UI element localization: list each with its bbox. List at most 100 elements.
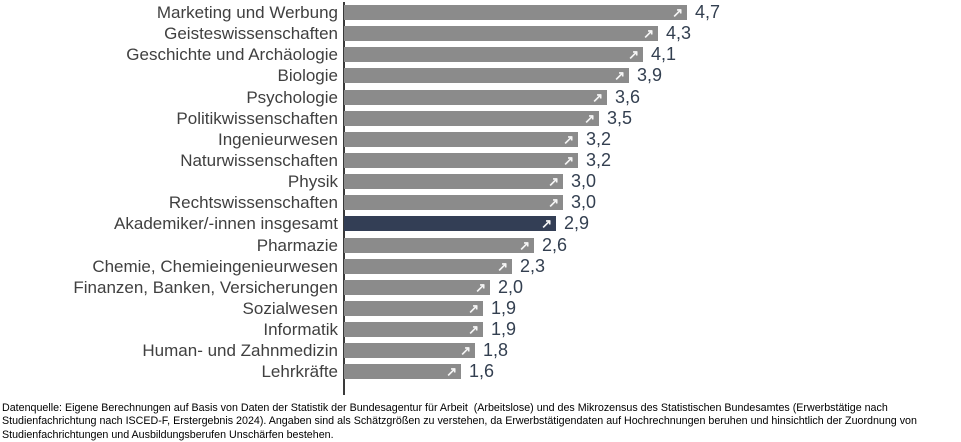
category-label: Physik — [287, 172, 338, 192]
category-label: Naturwissenschaften — [180, 151, 338, 171]
bar-row: Physik ↗ 3,0 — [0, 171, 961, 192]
bar-row: Geschichte und Archäologie ↗ 4,1 — [0, 44, 961, 65]
bar: ↗ — [344, 131, 578, 147]
bar: ↗ — [344, 301, 483, 317]
bar-row: Human- und Zahnmedizin ↗ 1,8 — [0, 340, 961, 361]
value-label: 1,9 — [491, 298, 517, 319]
value-label: 1,9 — [491, 319, 517, 340]
trend-up-icon: ↗ — [548, 174, 559, 190]
value-label: 1,6 — [469, 361, 495, 382]
bar: ↗ — [344, 5, 687, 21]
bar-row: Pharmazie ↗ 2,6 — [0, 235, 961, 256]
bar: ↗ — [344, 153, 578, 169]
bar-row: Rechtswissenschaften ↗ 3,0 — [0, 192, 961, 213]
trend-up-icon: ↗ — [584, 110, 595, 126]
trend-up-icon: ↗ — [672, 5, 683, 21]
bar: ↗ — [344, 279, 490, 295]
value-label: 2,9 — [564, 213, 590, 234]
footnote-line: Studienfachrichtung nach ISCED-F, Erster… — [2, 415, 917, 428]
bar-track: ↗ 4,3 — [344, 23, 961, 44]
bar-track: ↗ 3,9 — [344, 65, 961, 86]
bar-row: Biologie ↗ 3,9 — [0, 65, 961, 86]
category-label: Psychologie — [246, 87, 338, 107]
value-label: 1,8 — [483, 340, 509, 361]
bar-track: ↗ 2,0 — [344, 277, 961, 298]
bar-track: ↗ 1,9 — [344, 319, 961, 340]
trend-up-icon: ↗ — [548, 195, 559, 211]
category-label: Akademiker/-innen insgesamt — [114, 214, 338, 234]
category-label: Ingenieurwesen — [217, 129, 338, 149]
bar-track: ↗ 1,6 — [344, 361, 961, 382]
bar-row: Akademiker/-innen insgesamt ↗ 2,9 — [0, 213, 961, 234]
bar-track: ↗ 1,8 — [344, 340, 961, 361]
bar-row: Informatik ↗ 1,9 — [0, 319, 961, 340]
category-label: Informatik — [263, 320, 338, 340]
value-label: 3,0 — [571, 171, 597, 192]
bar-row: Naturwissenschaften ↗ 3,2 — [0, 150, 961, 171]
trend-up-icon: ↗ — [628, 47, 639, 63]
trend-up-icon: ↗ — [592, 89, 603, 105]
value-label: 4,1 — [651, 44, 677, 65]
category-label: Rechtswissenschaften — [168, 193, 338, 213]
value-label: 4,7 — [695, 2, 721, 23]
bar-track: ↗ 3,6 — [344, 87, 961, 108]
trend-up-icon: ↗ — [563, 153, 574, 169]
category-label: Pharmazie — [256, 235, 338, 255]
value-label: 3,6 — [615, 86, 641, 107]
bar-row: Psychologie ↗ 3,6 — [0, 87, 961, 108]
trend-up-icon: ↗ — [563, 131, 574, 147]
bar-row: Sozialwesen ↗ 1,9 — [0, 298, 961, 319]
category-label: Chemie, Chemieingenieurwesen — [92, 256, 338, 276]
bar-row: Lehrkräfte ↗ 1,6 — [0, 361, 961, 382]
value-label: 2,0 — [498, 276, 524, 297]
value-label: 3,5 — [607, 107, 633, 128]
bar-row: Marketing und Werbung ↗ 4,7 — [0, 2, 961, 23]
category-label: Geschichte und Archäologie — [126, 45, 338, 65]
trend-up-icon: ↗ — [541, 216, 552, 232]
bar-row: Chemie, Chemieingenieurwesen ↗ 2,3 — [0, 256, 961, 277]
bar-track: ↗ 3,0 — [344, 192, 961, 213]
value-label: 3,9 — [637, 65, 663, 86]
bar: ↗ — [344, 68, 629, 84]
category-label: Marketing und Werbung — [156, 3, 338, 23]
trend-up-icon: ↗ — [446, 364, 457, 380]
bar: ↗ — [344, 343, 475, 359]
value-label: 4,3 — [666, 23, 692, 44]
trend-up-icon: ↗ — [614, 68, 625, 84]
value-label: 2,3 — [520, 255, 546, 276]
bar-track: ↗ 2,6 — [344, 235, 961, 256]
trend-up-icon: ↗ — [475, 279, 486, 295]
bar-chart: Marketing und Werbung ↗ 4,7 Geisteswissensc… — [0, 2, 961, 383]
bar: ↗ — [344, 26, 658, 42]
bar: ↗ — [344, 89, 607, 105]
bar-track: ↗ 2,9 — [344, 213, 961, 234]
footnote: Datenquelle: Eigene Berechnungen auf Bas… — [2, 402, 961, 442]
bar-track: ↗ 3,2 — [344, 150, 961, 171]
bar-track: ↗ 1,9 — [344, 298, 961, 319]
bar: ↗ — [344, 174, 563, 190]
trend-up-icon: ↗ — [497, 258, 508, 274]
value-label: 2,6 — [542, 234, 568, 255]
value-label: 3,2 — [586, 128, 612, 149]
bar-row: Ingenieurwesen ↗ 3,2 — [0, 129, 961, 150]
trend-up-icon: ↗ — [643, 26, 654, 42]
trend-up-icon: ↗ — [468, 322, 479, 338]
bar-row: Politikwissenschaften ↗ 3,5 — [0, 108, 961, 129]
category-label: Finanzen, Banken, Versicherungen — [73, 277, 338, 297]
value-label: 3,2 — [586, 150, 612, 171]
bar: ↗ — [344, 237, 534, 253]
category-label: Sozialwesen — [242, 299, 338, 319]
bar: ↗ — [344, 364, 461, 380]
bar-row: Finanzen, Banken, Versicherungen ↗ 2,0 — [0, 277, 961, 298]
bar: ↗ — [344, 110, 599, 126]
category-label: Lehrkräfte — [261, 362, 338, 382]
value-label: 3,0 — [571, 192, 597, 213]
bar-track: ↗ 2,3 — [344, 256, 961, 277]
category-label: Biologie — [277, 66, 339, 86]
bar: ↗ — [344, 195, 563, 211]
bar-track: ↗ 4,7 — [344, 2, 961, 23]
trend-up-icon: ↗ — [460, 343, 471, 359]
bar-track: ↗ 3,2 — [344, 129, 961, 150]
category-label: Politikwissenschaften — [176, 108, 338, 128]
